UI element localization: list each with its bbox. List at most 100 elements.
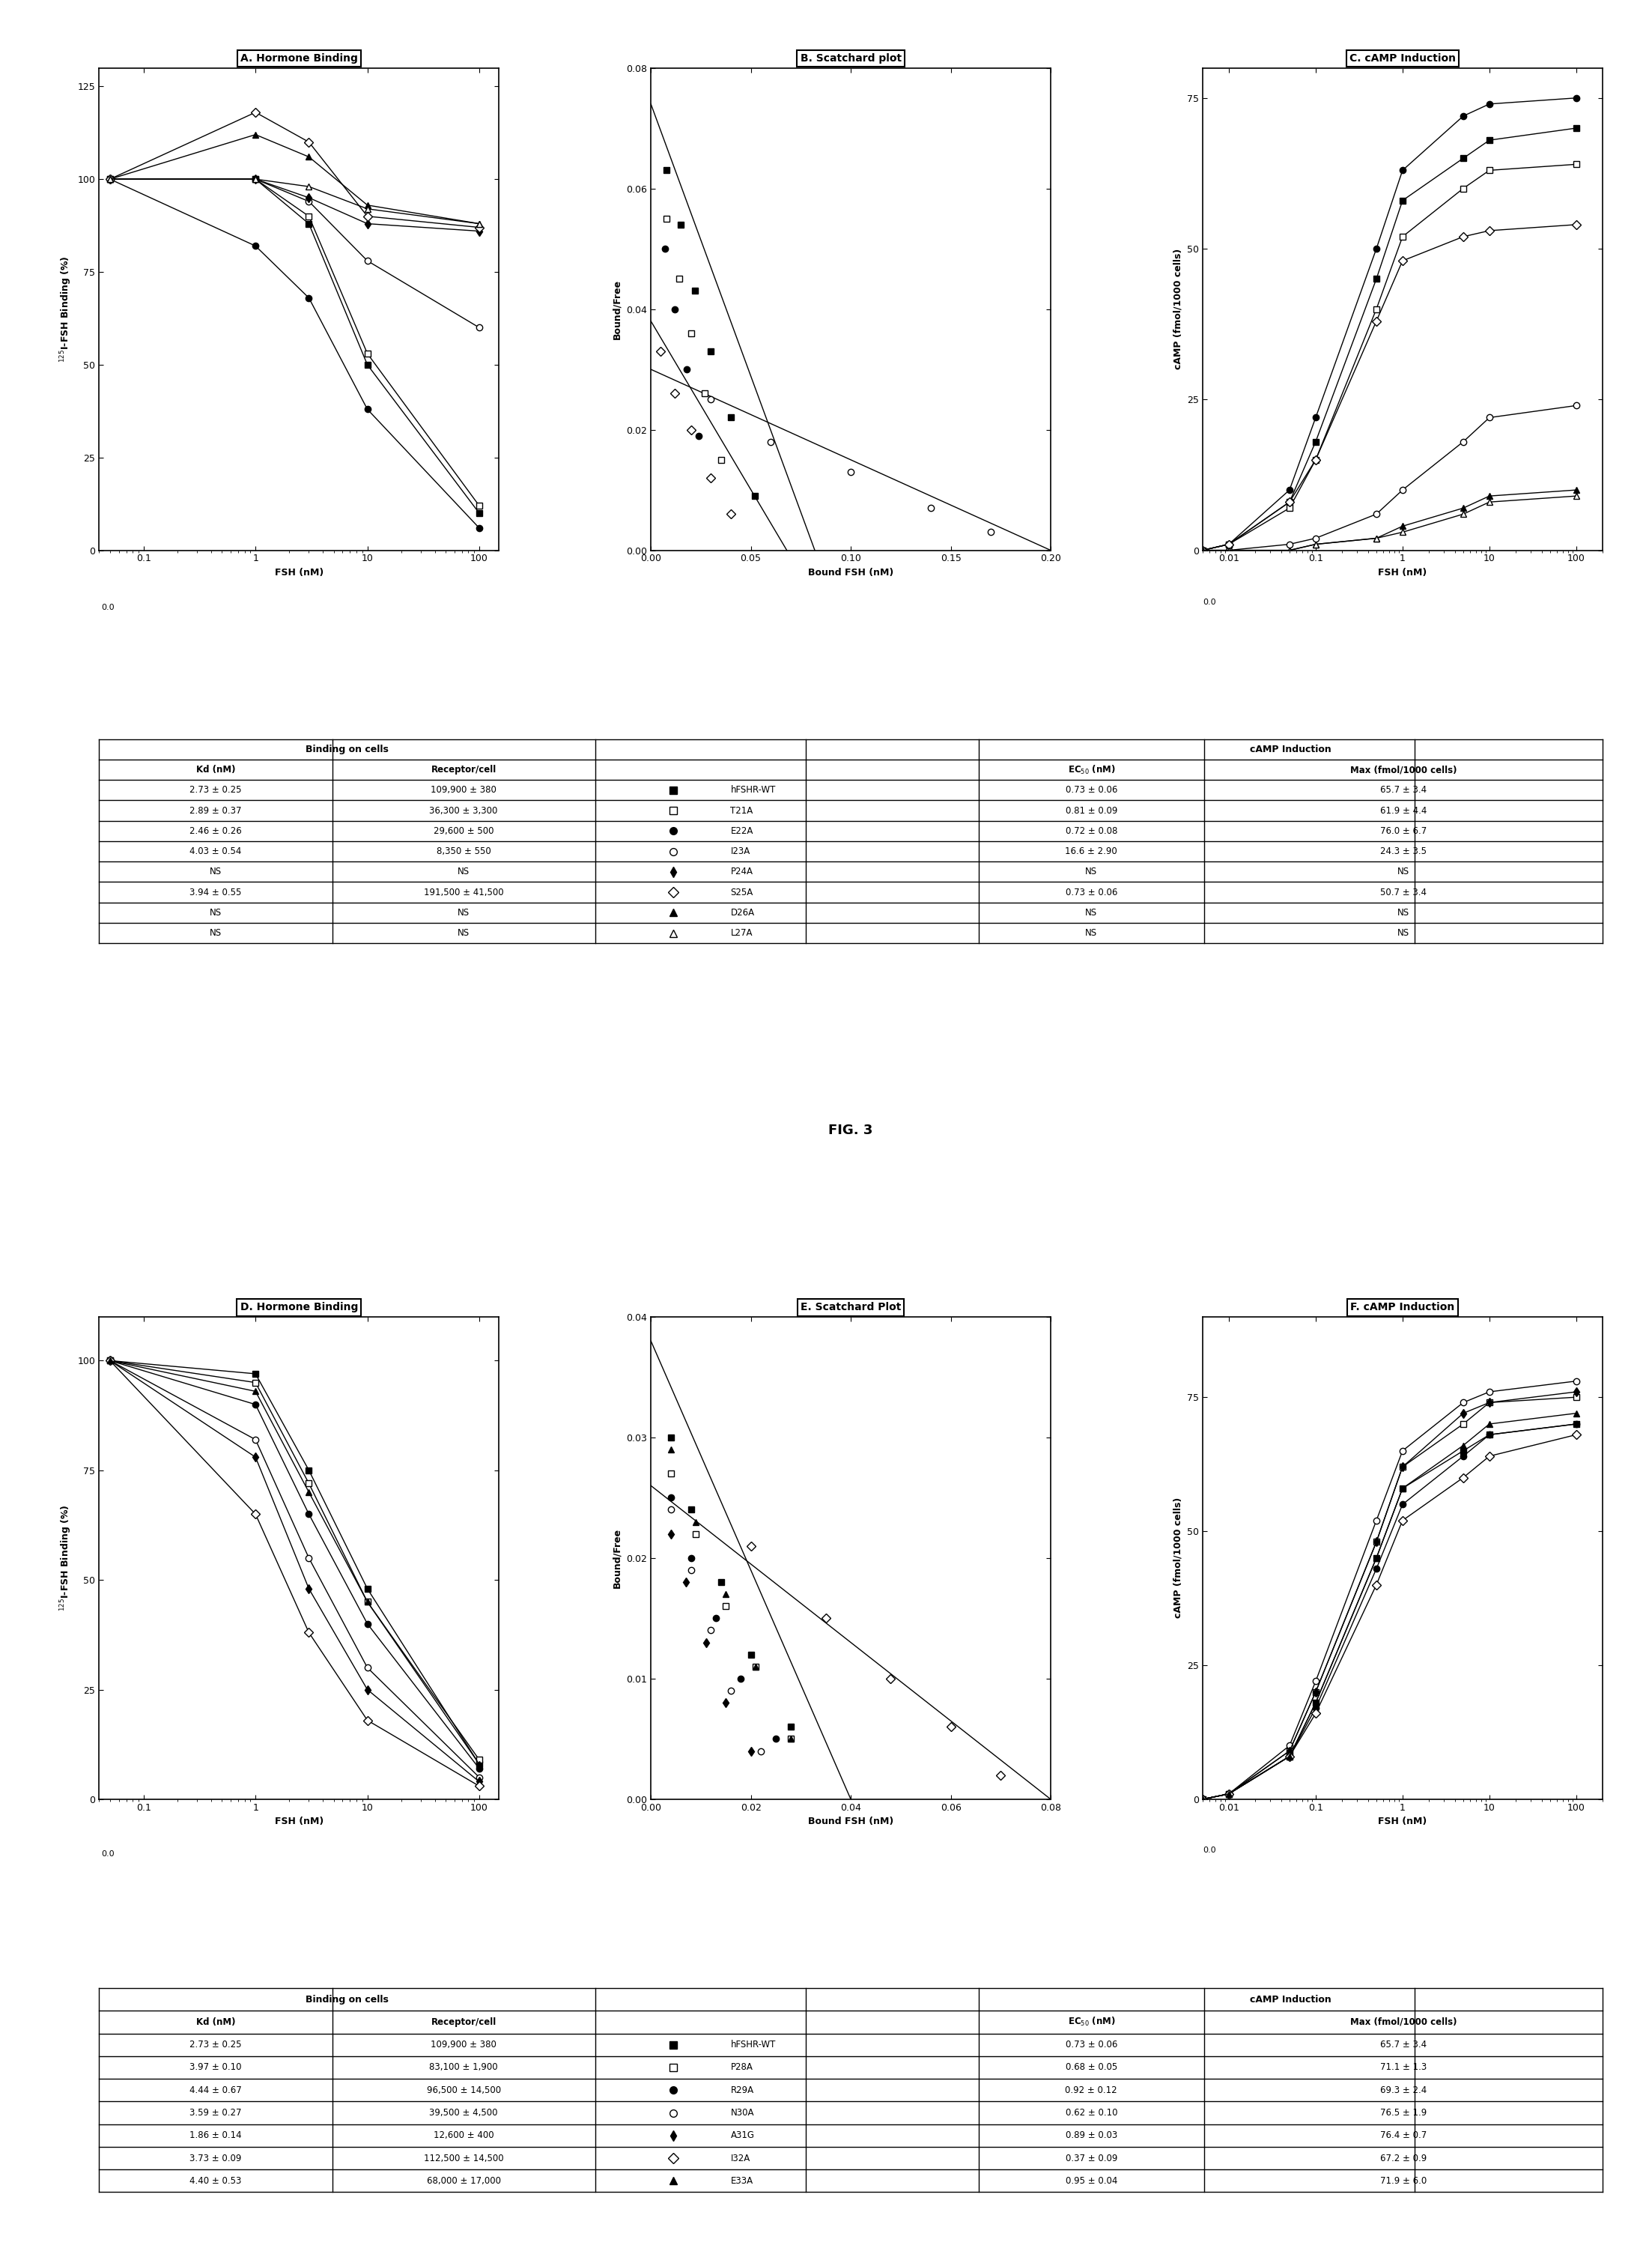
Text: cAMP Induction: cAMP Induction — [1251, 744, 1332, 755]
Text: S25A: S25A — [730, 888, 753, 897]
Title: B. Scatchard plot: B. Scatchard plot — [800, 54, 902, 63]
Text: Max (fmol/1000 cells): Max (fmol/1000 cells) — [1350, 764, 1457, 775]
Title: C. cAMP Induction: C. cAMP Induction — [1350, 54, 1455, 63]
Text: 0.95 ± 0.04: 0.95 ± 0.04 — [1066, 2176, 1117, 2185]
Text: L27A: L27A — [730, 929, 753, 938]
Text: P28A: P28A — [730, 2063, 753, 2072]
X-axis label: FSH (nM): FSH (nM) — [1378, 1817, 1427, 1826]
Text: 1.86 ± 0.14: 1.86 ± 0.14 — [190, 2131, 241, 2140]
Y-axis label: $^{125}$I-FSH Binding (%): $^{125}$I-FSH Binding (%) — [59, 1505, 73, 1611]
Text: NS: NS — [210, 929, 221, 938]
Text: A31G: A31G — [730, 2131, 755, 2140]
Y-axis label: cAMP (fmol/1000 cells): cAMP (fmol/1000 cells) — [1173, 1498, 1183, 1618]
Text: 109,900 ± 380: 109,900 ± 380 — [431, 784, 497, 796]
X-axis label: FSH (nM): FSH (nM) — [1378, 567, 1427, 579]
Text: 0.73 ± 0.06: 0.73 ± 0.06 — [1066, 2041, 1117, 2050]
Title: D. Hormone Binding: D. Hormone Binding — [240, 1302, 358, 1313]
Text: 36,300 ± 3,300: 36,300 ± 3,300 — [430, 805, 497, 816]
X-axis label: Bound FSH (nM): Bound FSH (nM) — [808, 1817, 894, 1826]
Text: 12,600 ± 400: 12,600 ± 400 — [433, 2131, 494, 2140]
Text: Max (fmol/1000 cells): Max (fmol/1000 cells) — [1350, 2018, 1457, 2027]
Text: 191,500 ± 41,500: 191,500 ± 41,500 — [425, 888, 504, 897]
Text: 69.3 ± 2.4: 69.3 ± 2.4 — [1379, 2086, 1427, 2095]
Text: 3.97 ± 0.10: 3.97 ± 0.10 — [190, 2063, 241, 2072]
Text: R29A: R29A — [730, 2086, 753, 2095]
Text: 0.0: 0.0 — [101, 1851, 114, 1858]
Text: 0.89 ± 0.03: 0.89 ± 0.03 — [1066, 2131, 1117, 2140]
Text: T21A: T21A — [730, 805, 753, 816]
X-axis label: FSH (nM): FSH (nM) — [274, 1817, 324, 1826]
Text: 0.37 ± 0.09: 0.37 ± 0.09 — [1066, 2154, 1117, 2163]
Text: 39,500 ± 4,500: 39,500 ± 4,500 — [430, 2109, 497, 2118]
Text: 0.0: 0.0 — [101, 603, 114, 610]
Text: 61.9 ± 4.4: 61.9 ± 4.4 — [1379, 805, 1427, 816]
Text: NS: NS — [210, 909, 221, 918]
Text: NS: NS — [1085, 909, 1097, 918]
Text: 50.7 ± 3.4: 50.7 ± 3.4 — [1379, 888, 1426, 897]
Text: Receptor/cell: Receptor/cell — [431, 764, 496, 775]
Text: 112,500 ± 14,500: 112,500 ± 14,500 — [425, 2154, 504, 2163]
Text: 2.89 ± 0.37: 2.89 ± 0.37 — [190, 805, 241, 816]
Text: N30A: N30A — [730, 2109, 753, 2118]
Text: E33A: E33A — [730, 2176, 753, 2185]
Text: NS: NS — [458, 868, 469, 877]
Text: 0.81 ± 0.09: 0.81 ± 0.09 — [1066, 805, 1117, 816]
Title: F. cAMP Induction: F. cAMP Induction — [1350, 1302, 1455, 1313]
Text: 76.4 ± 0.7: 76.4 ± 0.7 — [1379, 2131, 1427, 2140]
Text: 83,100 ± 1,900: 83,100 ± 1,900 — [430, 2063, 497, 2072]
Text: NS: NS — [210, 868, 221, 877]
Text: 76.5 ± 1.9: 76.5 ± 1.9 — [1379, 2109, 1427, 2118]
Text: NS: NS — [458, 909, 469, 918]
Text: 0.73 ± 0.06: 0.73 ± 0.06 — [1066, 888, 1117, 897]
Text: hFSHR-WT: hFSHR-WT — [730, 784, 776, 796]
Text: I32A: I32A — [730, 2154, 750, 2163]
Text: 65.7 ± 3.4: 65.7 ± 3.4 — [1379, 2041, 1427, 2050]
Text: NS: NS — [458, 929, 469, 938]
Text: 8,350 ± 550: 8,350 ± 550 — [436, 847, 491, 857]
Text: 2.73 ± 0.25: 2.73 ± 0.25 — [190, 2041, 241, 2050]
X-axis label: Bound FSH (nM): Bound FSH (nM) — [808, 567, 894, 579]
Text: 29,600 ± 500: 29,600 ± 500 — [433, 827, 494, 836]
Text: 65.7 ± 3.4: 65.7 ± 3.4 — [1379, 784, 1427, 796]
Text: 76.0 ± 6.7: 76.0 ± 6.7 — [1379, 827, 1427, 836]
Text: NS: NS — [1085, 868, 1097, 877]
Text: 24.3 ± 3.5: 24.3 ± 3.5 — [1379, 847, 1426, 857]
Text: Kd (nM): Kd (nM) — [197, 764, 235, 775]
Text: 96,500 ± 14,500: 96,500 ± 14,500 — [426, 2086, 501, 2095]
Text: I23A: I23A — [730, 847, 750, 857]
Text: Binding on cells: Binding on cells — [306, 744, 388, 755]
Title: A. Hormone Binding: A. Hormone Binding — [240, 54, 358, 63]
Text: Receptor/cell: Receptor/cell — [431, 2018, 496, 2027]
Y-axis label: cAMP (fmol/1000 cells): cAMP (fmol/1000 cells) — [1173, 249, 1183, 368]
Text: 16.6 ± 2.90: 16.6 ± 2.90 — [1066, 847, 1117, 857]
Text: Binding on cells: Binding on cells — [306, 1996, 388, 2005]
Text: P24A: P24A — [730, 868, 753, 877]
Text: 3.73 ± 0.09: 3.73 ± 0.09 — [190, 2154, 241, 2163]
Text: 3.59 ± 0.27: 3.59 ± 0.27 — [190, 2109, 241, 2118]
Text: hFSHR-WT: hFSHR-WT — [730, 2041, 776, 2050]
Text: NS: NS — [1398, 929, 1409, 938]
Y-axis label: Bound/Free: Bound/Free — [613, 1528, 623, 1589]
Title: E. Scatchard Plot: E. Scatchard Plot — [801, 1302, 900, 1313]
Text: 67.2 ± 0.9: 67.2 ± 0.9 — [1379, 2154, 1427, 2163]
Y-axis label: Bound/Free: Bound/Free — [613, 278, 623, 339]
Text: 0.0: 0.0 — [1203, 1846, 1216, 1855]
Text: Kd (nM): Kd (nM) — [197, 2018, 235, 2027]
Text: 0.72 ± 0.08: 0.72 ± 0.08 — [1066, 827, 1117, 836]
Text: D26A: D26A — [730, 909, 755, 918]
Text: 0.62 ± 0.10: 0.62 ± 0.10 — [1066, 2109, 1117, 2118]
Text: 2.46 ± 0.26: 2.46 ± 0.26 — [190, 827, 241, 836]
Text: NS: NS — [1085, 929, 1097, 938]
Text: FIG. 3: FIG. 3 — [829, 1123, 872, 1137]
X-axis label: FSH (nM): FSH (nM) — [274, 567, 324, 579]
Y-axis label: $^{125}$I-FSH Binding (%): $^{125}$I-FSH Binding (%) — [59, 255, 73, 362]
Text: NS: NS — [1398, 868, 1409, 877]
Text: EC$_{50}$ (nM): EC$_{50}$ (nM) — [1067, 2016, 1115, 2027]
Text: 4.03 ± 0.54: 4.03 ± 0.54 — [190, 847, 241, 857]
Text: 0.0: 0.0 — [1203, 599, 1216, 606]
Text: 0.92 ± 0.12: 0.92 ± 0.12 — [1066, 2086, 1117, 2095]
Text: 4.40 ± 0.53: 4.40 ± 0.53 — [190, 2176, 241, 2185]
Text: 71.9 ± 6.0: 71.9 ± 6.0 — [1379, 2176, 1427, 2185]
Text: 71.1 ± 1.3: 71.1 ± 1.3 — [1379, 2063, 1427, 2072]
Text: EC$_{50}$ (nM): EC$_{50}$ (nM) — [1067, 764, 1115, 775]
